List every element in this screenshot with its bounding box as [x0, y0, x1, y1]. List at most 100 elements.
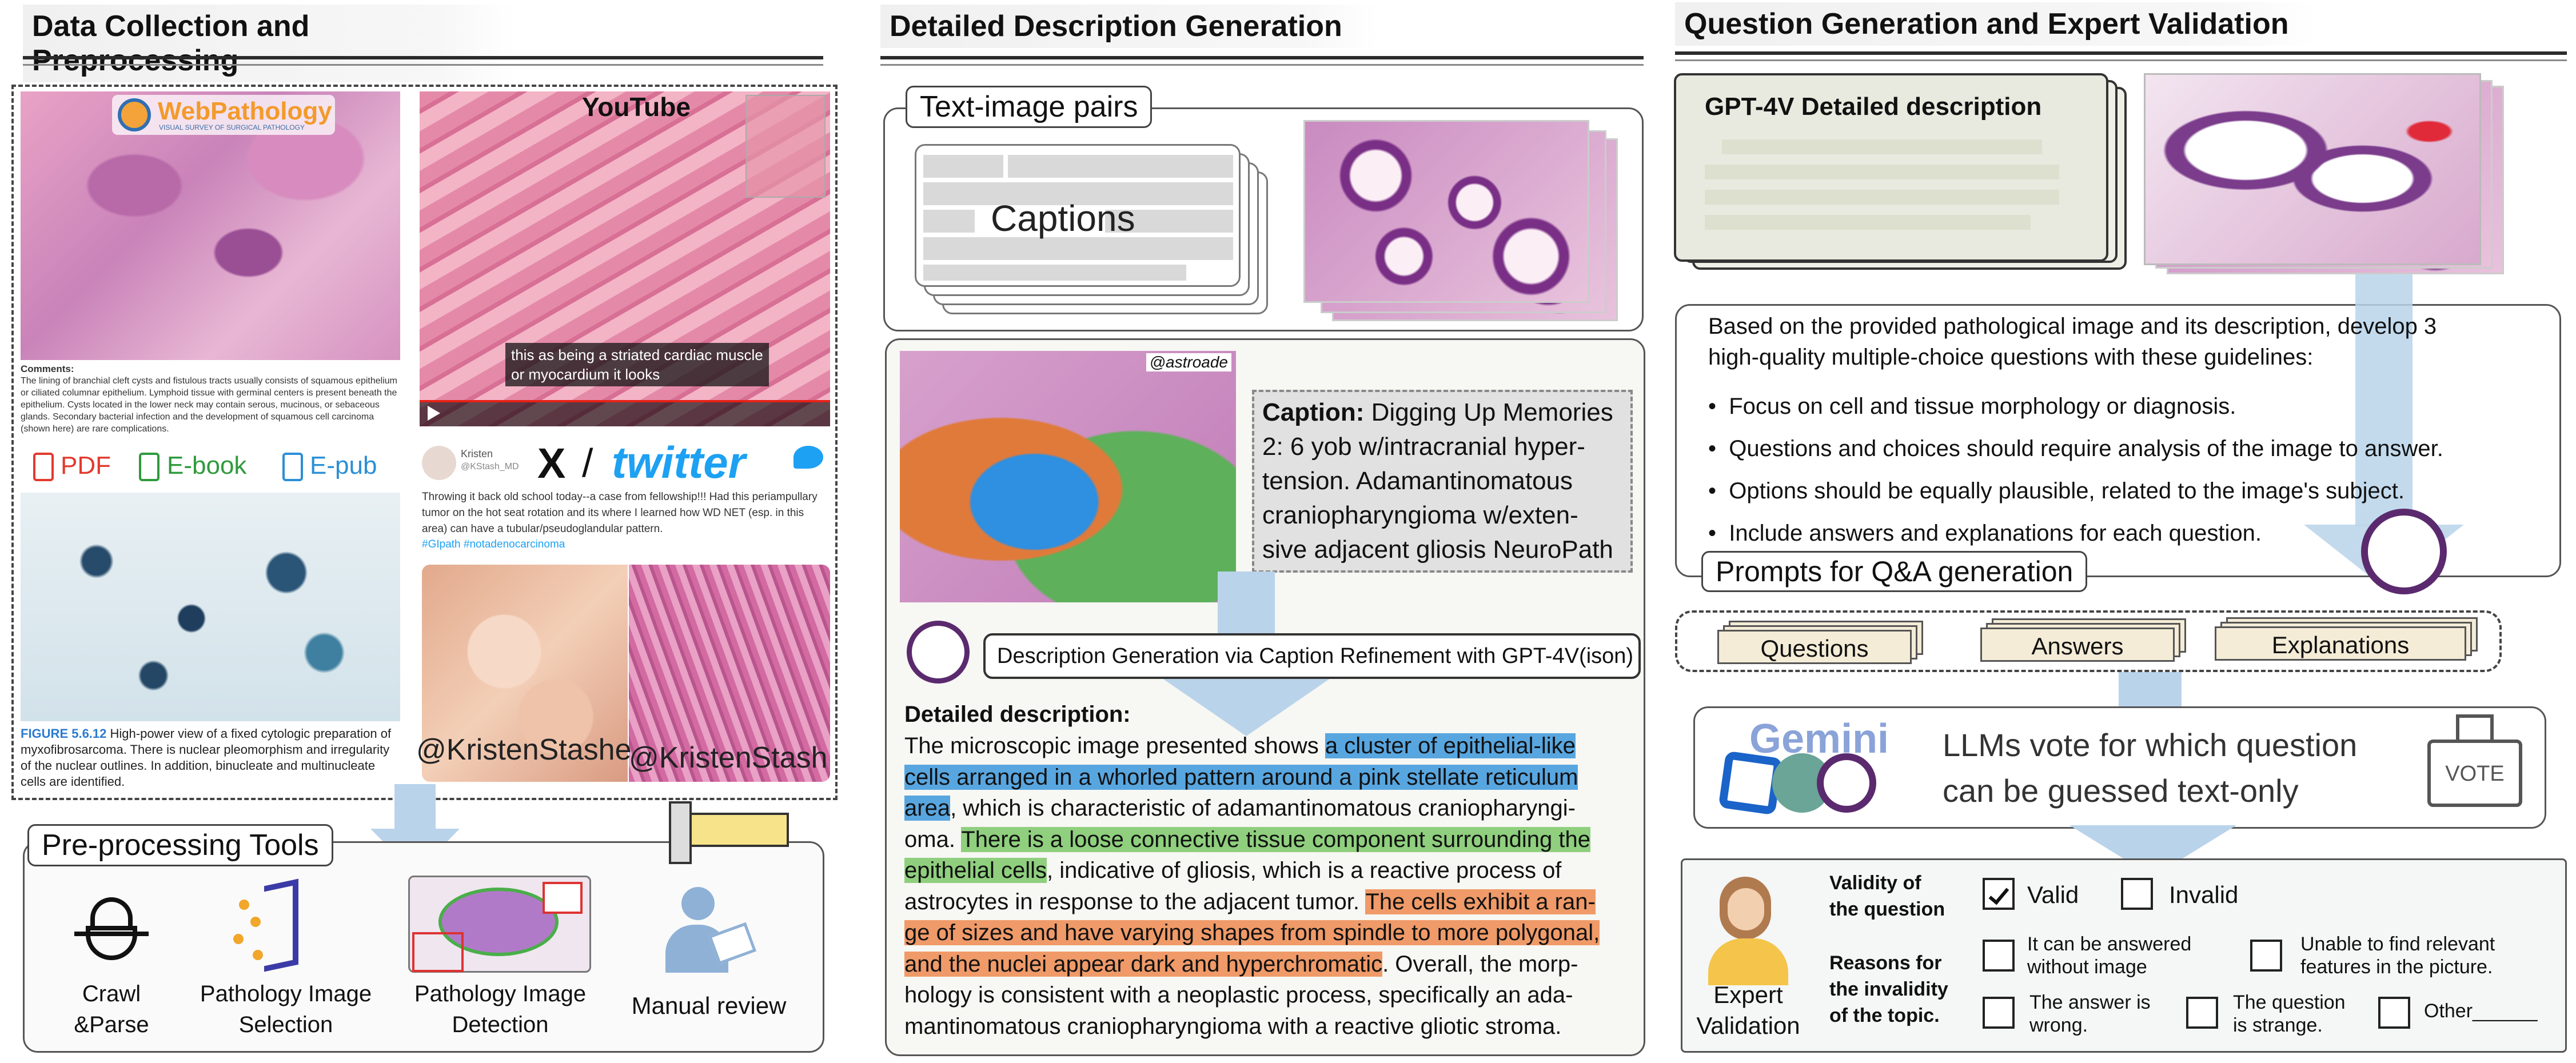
ebook-icon — [139, 453, 159, 481]
figure-text: High-power view of a fixed cytologic pre… — [21, 726, 392, 789]
section-rule — [23, 56, 823, 59]
figure-caption: FIGURE 5.6.12 High-power view of a fixed… — [21, 726, 400, 790]
section-title-question-generation: Question Generation and Expert Validatio… — [1675, 2, 2315, 46]
checkmark-icon — [1988, 883, 2009, 905]
comments-text: The lining of branchial cleft cysts and … — [21, 376, 397, 434]
logo-separator: / — [582, 441, 593, 485]
prompts-label: Prompts for Q&A generation — [1701, 551, 2088, 592]
watermark: @KristenStash — [629, 741, 828, 774]
gpt-image — [2144, 73, 2481, 265]
section-title-description: Detailed Description Generation — [880, 5, 1378, 48]
openai-icon — [2361, 509, 2447, 594]
gpt-step-box: Description Generation via Caption Refin… — [983, 633, 1641, 679]
caption-label: Caption: — [1262, 398, 1365, 426]
qa-card-explanations: Explanations — [2215, 617, 2489, 661]
image-handle: @astroade — [1146, 353, 1231, 371]
x-logo: X — [537, 439, 566, 487]
highlighted-phrase: a cluster of epithelial-like — [1325, 733, 1576, 758]
tool-label: Manual review — [631, 992, 787, 1019]
tools-title: Pre-processing Tools — [27, 824, 333, 866]
tool-label-line: Selection — [238, 1012, 333, 1037]
section-title-data-collection: Data Collection and Preprocessing — [23, 5, 515, 82]
reason-other-label[interactable]: Other______ — [2424, 1000, 2538, 1022]
pair-image — [1303, 120, 1589, 303]
play-icon[interactable] — [428, 406, 440, 421]
detailed-heading: Detailed description: — [904, 702, 1131, 727]
webpathology-tagline: VISUAL SURVEY OF SURGICAL PATHOLOGY — [159, 123, 305, 131]
guideline-item: • Questions and choices should require a… — [1708, 436, 2443, 461]
twitter-bird-icon — [793, 446, 823, 469]
format-row: PDF E-book E-pub — [33, 449, 399, 489]
reason-no-image-checkbox[interactable] — [1983, 940, 2015, 972]
description-text: , which is characteristic of adamantinom… — [950, 796, 1576, 821]
format-ebook: E-book — [167, 451, 247, 479]
reason-other-checkbox[interactable] — [2378, 997, 2410, 1029]
tweet-name: Kristen — [461, 448, 493, 459]
ballot-box-icon: VOTE — [2427, 714, 2522, 807]
description-text: , indicative of gliosis, which is a reac… — [1047, 858, 1562, 883]
description-line: The microscopic image presented shows a … — [904, 730, 1642, 762]
invalid-label: Invalid — [2169, 881, 2239, 908]
description-text: astrocytes in response to the adjacent t… — [904, 889, 1366, 914]
detection-icon — [408, 876, 591, 973]
guideline-text: Options should be equally plausible, rel… — [1729, 478, 2404, 503]
reason-strange-question-checkbox[interactable] — [2186, 997, 2218, 1029]
highlighted-phrase: area — [904, 796, 951, 821]
description-line: area, which is characteristic of adamant… — [904, 793, 1642, 824]
highlighted-tissue-image: @astroade — [900, 351, 1236, 602]
webpathology-logo: WebPathology VISUAL SURVEY OF SURGICAL P… — [112, 95, 335, 135]
vote-text: LLMs vote for which question can be gues… — [1943, 722, 2357, 814]
manual-review-icon — [661, 887, 757, 973]
openai-icon — [907, 621, 970, 684]
guideline-item: • Focus on cell and tissue morphology or… — [1708, 394, 2236, 419]
reason-wrong-answer-checkbox[interactable] — [1983, 997, 2015, 1029]
reasons-label-line: Reasons for — [1829, 952, 1942, 974]
tool-label-line: Detection — [452, 1012, 549, 1037]
section-rule — [1675, 51, 2567, 55]
tool-label: Pathology Image Detection — [400, 978, 600, 1040]
tool-label-line: Pathology Image — [200, 981, 372, 1006]
qa-card-answers: Answers — [1980, 618, 2198, 662]
video-subtitle-line: or myocardium it looks — [511, 366, 660, 383]
video-progress[interactable] — [420, 400, 830, 402]
arrow-down-shaft — [394, 784, 436, 830]
highlighted-phrase: and the nuclei appear dark and hyperchro… — [904, 951, 1383, 977]
expert-label-line: Expert — [1713, 981, 1783, 1008]
guideline-text: Include answers and explanations for eac… — [1729, 521, 2262, 546]
caption-line: Digging Up Memories — [1371, 398, 1613, 426]
prompt-intro-line: high-quality multiple-choice questions w… — [1708, 345, 2314, 370]
valid-checkbox[interactable] — [1983, 878, 2015, 910]
qa-card-label: Explanations — [2215, 626, 2466, 661]
globe-icon — [118, 98, 151, 131]
gemini-logo: Gemini — [1749, 716, 1889, 762]
caption-box: Caption: Digging Up Memories 2: 6 yob w/… — [1252, 390, 1633, 573]
description-line: cells arranged in a whorled pattern arou… — [904, 762, 1642, 793]
invalid-checkbox[interactable] — [2121, 878, 2153, 910]
reasons-label: Reasons for the invalidity of the topic. — [1829, 950, 1948, 1029]
reason-label-line: Unable to find relevant — [2300, 933, 2495, 955]
reason-no-features-checkbox[interactable] — [2250, 940, 2282, 972]
reason-label-line: without image — [2027, 956, 2147, 978]
description-text: mantinomatous craniopharyngioma with a r… — [904, 1013, 1562, 1039]
tool-label-line: Crawl — [82, 981, 141, 1006]
tweet-image-left — [422, 565, 628, 782]
tweet-text: Throwing it back old school today--a cas… — [422, 491, 818, 535]
expert-label-line: Validation — [1696, 1012, 1800, 1039]
webpathology-image: WebPathology VISUAL SURVEY OF SURGICAL P… — [21, 91, 400, 360]
qa-output-row — [1675, 610, 2502, 672]
prompt-guidelines: • Focus on cell and tissue morphology or… — [1708, 385, 2543, 554]
tool-label: Pathology Image Selection — [189, 978, 383, 1040]
prompt-intro-line: Based on the provided pathological image… — [1708, 314, 2437, 339]
watermark: @KristenStashe — [416, 733, 632, 766]
section-rule — [880, 64, 1644, 66]
format-pdf: PDF — [61, 451, 111, 479]
caption-line: craniopharyngioma w/exten- — [1262, 501, 1578, 529]
tweet-handle: @KStash_MD — [461, 462, 519, 471]
section-rule — [880, 56, 1644, 59]
section-rule — [1675, 59, 2567, 61]
video-controls[interactable] — [420, 400, 830, 426]
vote-box-label: VOTE — [2427, 740, 2522, 807]
cytology-image — [21, 493, 400, 721]
highlighted-phrase: epithelial cells — [904, 858, 1047, 883]
highlighted-phrase: There is a loose connective tissue compo… — [961, 826, 1590, 852]
